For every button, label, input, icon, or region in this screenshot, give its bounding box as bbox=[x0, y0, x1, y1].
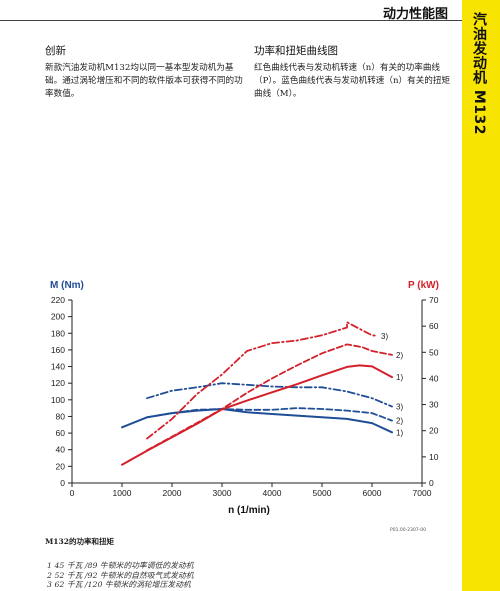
right-column-body: 红色曲线代表与发动机转速（n）有关的功率曲线（P）。蓝色曲线代表与发动机转速（n… bbox=[254, 63, 451, 99]
header-rule bbox=[0, 20, 462, 21]
power-curve-label: 3) bbox=[381, 332, 388, 341]
left-tick-label: 220 bbox=[51, 295, 65, 305]
left-tick-label: 180 bbox=[51, 328, 65, 338]
torque-curve-label: 3) bbox=[396, 402, 403, 411]
legend-item: 2 52 千瓦 /92 牛顿米的自然吸气式发动机 bbox=[47, 570, 194, 580]
right-tick-label: 40 bbox=[429, 373, 439, 383]
page-title: 动力性能图 bbox=[382, 7, 448, 22]
left-tick-label: 80 bbox=[56, 411, 66, 421]
right-axis-title: P (kW) bbox=[408, 280, 439, 291]
left-tick-label: 20 bbox=[56, 461, 66, 471]
power-curve-label: 2) bbox=[396, 351, 403, 360]
torque-curve bbox=[146, 407, 393, 422]
x-tick-label: 5000 bbox=[313, 488, 332, 498]
legend-item: 3 62 千瓦 /120 牛顿米的涡轮增压发动机 bbox=[47, 580, 191, 589]
torque-curve bbox=[121, 408, 393, 434]
torque-curve bbox=[146, 382, 393, 408]
right-tick-group: 0 10 20 30 40 50 60 70 bbox=[422, 295, 439, 488]
right-column-heading: 功率和扭矩曲线图 bbox=[254, 45, 338, 57]
left-tick-label: 200 bbox=[51, 312, 65, 322]
left-tick-label: 160 bbox=[51, 345, 65, 355]
x-tick-label: 4000 bbox=[263, 488, 282, 498]
series-group: 1) 2) 3) 1) 2) 3) bbox=[121, 321, 403, 466]
x-tick-label: 6000 bbox=[363, 488, 382, 498]
right-tick-label: 50 bbox=[429, 347, 439, 357]
side-tab-title: 汽油发动机 M132 bbox=[471, 12, 487, 136]
legend-item: 1 45 千瓦 /89 牛顿米的功率调低的发动机 bbox=[47, 561, 194, 570]
x-axis-title: n (1/min) bbox=[228, 505, 270, 516]
left-column-body: 新款汽油发动机M132均以同一基本型发动机为基础。通过涡轮增压和不同的软件版本可… bbox=[45, 63, 243, 99]
right-tick-label: 30 bbox=[429, 400, 439, 410]
x-tick-label: 1000 bbox=[113, 488, 132, 498]
power-curve bbox=[146, 321, 378, 440]
right-tick-label: 70 bbox=[429, 295, 439, 305]
figure-caption: M132的功率和扭矩 bbox=[45, 537, 114, 546]
right-tick-label: 0 bbox=[429, 478, 434, 488]
legend-list: 1 45 千瓦 /89 牛顿米的功率调低的发动机 2 52 千瓦 /92 牛顿米… bbox=[47, 561, 194, 590]
left-tick-label: 60 bbox=[56, 428, 66, 438]
power-curve bbox=[146, 343, 393, 452]
left-tick-label: 0 bbox=[60, 478, 65, 488]
x-tick-label: 7000 bbox=[413, 488, 432, 498]
torque-curve-label: 1) bbox=[396, 428, 403, 437]
x-tick-label: 0 bbox=[70, 488, 75, 498]
torque-curve-label: 2) bbox=[396, 417, 403, 426]
doc-code: P01.00-2307-00 bbox=[390, 528, 427, 533]
side-tab: 汽油发动机 M132 bbox=[462, 0, 500, 591]
left-column-heading: 创新 bbox=[45, 45, 66, 57]
right-tick-label: 60 bbox=[429, 321, 439, 331]
left-tick-label: 120 bbox=[51, 378, 65, 388]
left-tick-group: 0 20 40 60 80 100 120 140 160 180 200 220 bbox=[51, 295, 72, 488]
right-tick-label: 10 bbox=[429, 452, 439, 462]
x-tick-group: 0 1000 2000 3000 4000 5000 6000 7000 bbox=[70, 483, 432, 498]
x-tick-label: 3000 bbox=[213, 488, 232, 498]
x-tick-label: 2000 bbox=[163, 488, 182, 498]
power-torque-chart: M (Nm) P (kW) 02040608010012014016018020… bbox=[50, 280, 439, 516]
left-axis-title: M (Nm) bbox=[50, 280, 84, 291]
power-curve-label: 1) bbox=[396, 373, 403, 382]
left-tick-label: 40 bbox=[56, 445, 66, 455]
left-tick-label: 100 bbox=[51, 395, 65, 405]
left-tick-label: 140 bbox=[51, 362, 65, 372]
right-tick-label: 20 bbox=[429, 426, 439, 436]
